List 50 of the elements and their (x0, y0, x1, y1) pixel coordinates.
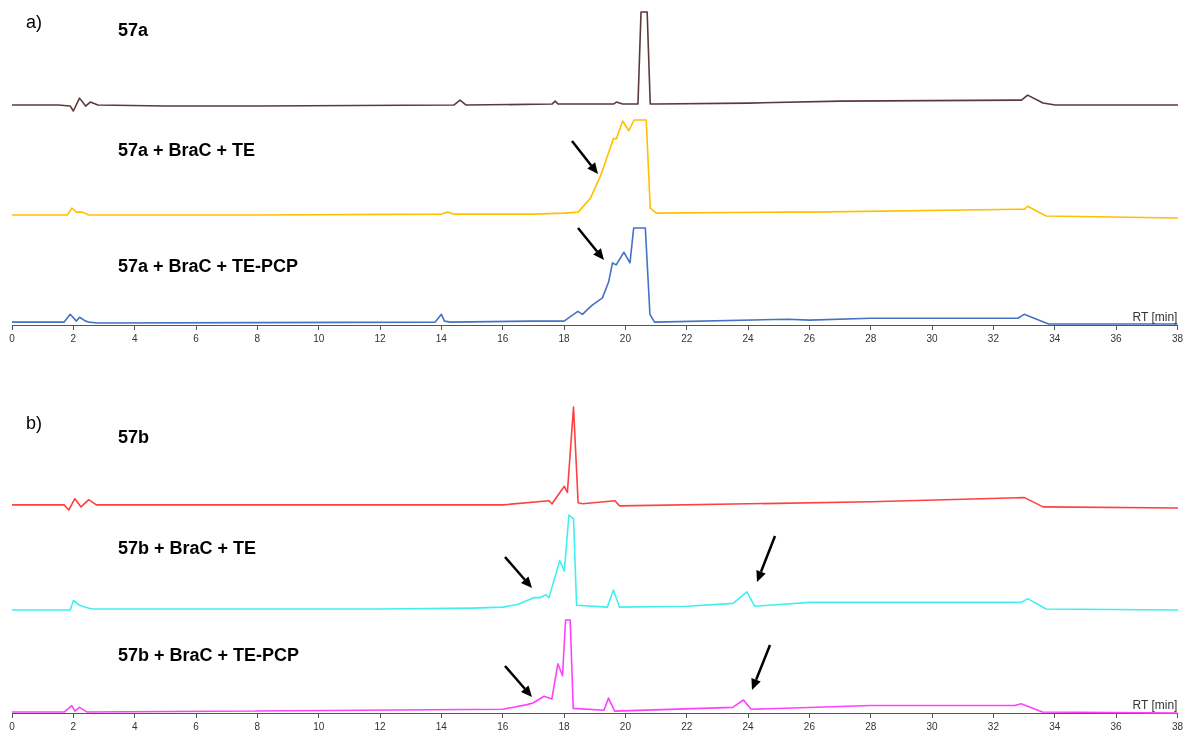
x-tick-label: 8 (254, 332, 261, 344)
x-tick-label: 14 (435, 332, 448, 344)
x-tick-label: 12 (374, 332, 387, 344)
text: 57b + BraC + TE-PCP (118, 645, 300, 666)
annotation: a) (26, 12, 43, 33)
x-tick-label: 4 (131, 720, 138, 732)
x-tick-label: 34 (1049, 720, 1061, 732)
x-tick-label: 2 (70, 332, 77, 344)
x-tick-label: 32 (987, 720, 1000, 732)
x-tick-label: 2 (70, 720, 77, 732)
x-tick-label: 24 (742, 720, 755, 732)
x-tick-label: 26 (803, 332, 816, 344)
x-tick-label: 14 (435, 720, 448, 732)
x-tick-label: 22 (681, 332, 693, 344)
text: 57b (118, 427, 150, 448)
x-tick-label: 28 (865, 720, 877, 732)
x-tick-label: 20 (619, 720, 632, 732)
x-tick-label: 20 (619, 332, 632, 344)
text: 57b + BraC + TE (118, 538, 257, 559)
text: 57a + BraC + TE (118, 140, 256, 161)
x-tick-label: 6 (193, 720, 200, 732)
x-tick-label: 32 (987, 332, 1000, 344)
x-tick-label: 22 (681, 720, 693, 732)
x-tick-label: 8 (254, 720, 261, 732)
text: 57a + BraC + TE-PCP (118, 256, 299, 277)
x-tick-label: 18 (558, 332, 571, 344)
x-tick-label: 12 (374, 720, 387, 732)
x-tick-label: 28 (865, 332, 877, 344)
x-axis-title: RT [min] (1132, 698, 1178, 713)
x-tick-label: 26 (803, 720, 816, 732)
x-tick-label: 36 (1110, 332, 1123, 344)
x-tick-label: 38 (1171, 332, 1184, 344)
x-tick-label: 30 (926, 332, 939, 344)
x-tick-label: 4 (131, 332, 138, 344)
annotation: b) (26, 413, 43, 434)
x-tick-label: 30 (926, 720, 939, 732)
x-tick-label: 10 (313, 332, 325, 344)
x-tick-label: 10 (313, 720, 325, 732)
x-tick-label: 38 (1171, 720, 1184, 732)
x-axis-title: RT [min] (1132, 310, 1178, 325)
x-tick-label: 16 (497, 720, 509, 732)
x-tick-label: 34 (1049, 332, 1061, 344)
x-tick-label: 0 (9, 332, 16, 344)
x-tick-label: 0 (9, 720, 16, 732)
x-tick-label: 6 (193, 332, 200, 344)
x-tick-label: 24 (742, 332, 755, 344)
x-tick-label: 36 (1110, 720, 1123, 732)
x-tick-label: 16 (497, 332, 509, 344)
x-tick-label: 18 (558, 720, 571, 732)
chart-title: 57a (118, 20, 149, 41)
